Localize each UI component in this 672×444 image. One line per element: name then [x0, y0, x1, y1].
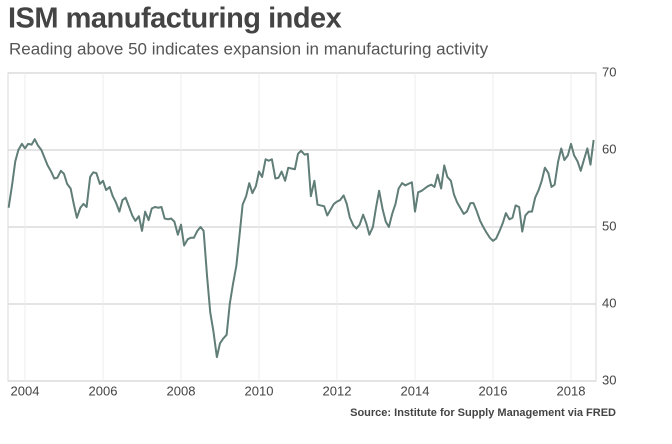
y-tick-label: 30	[602, 372, 616, 387]
x-tick-label: 2014	[401, 383, 430, 398]
y-tick-label: 60	[602, 141, 616, 156]
x-tick-label: 2016	[479, 383, 508, 398]
chart-title: ISM manufacturing index	[8, 3, 342, 35]
y-tick-label: 50	[602, 218, 616, 233]
x-tick-label: 2018	[557, 383, 586, 398]
y-tick-label: 40	[602, 295, 616, 310]
chart-subtitle: Reading above 50 indicates expansion in …	[9, 39, 489, 58]
x-tick-label: 2010	[245, 383, 274, 398]
x-tick-label: 2004	[11, 383, 40, 398]
x-tick-label: 2008	[167, 383, 196, 398]
y-tick-label: 70	[602, 64, 616, 79]
data-line	[7, 138, 595, 359]
x-tick-label: 2006	[89, 383, 118, 398]
x-tick-label: 2012	[323, 383, 352, 398]
source-note: Source: Institute for Supply Management …	[350, 407, 616, 419]
